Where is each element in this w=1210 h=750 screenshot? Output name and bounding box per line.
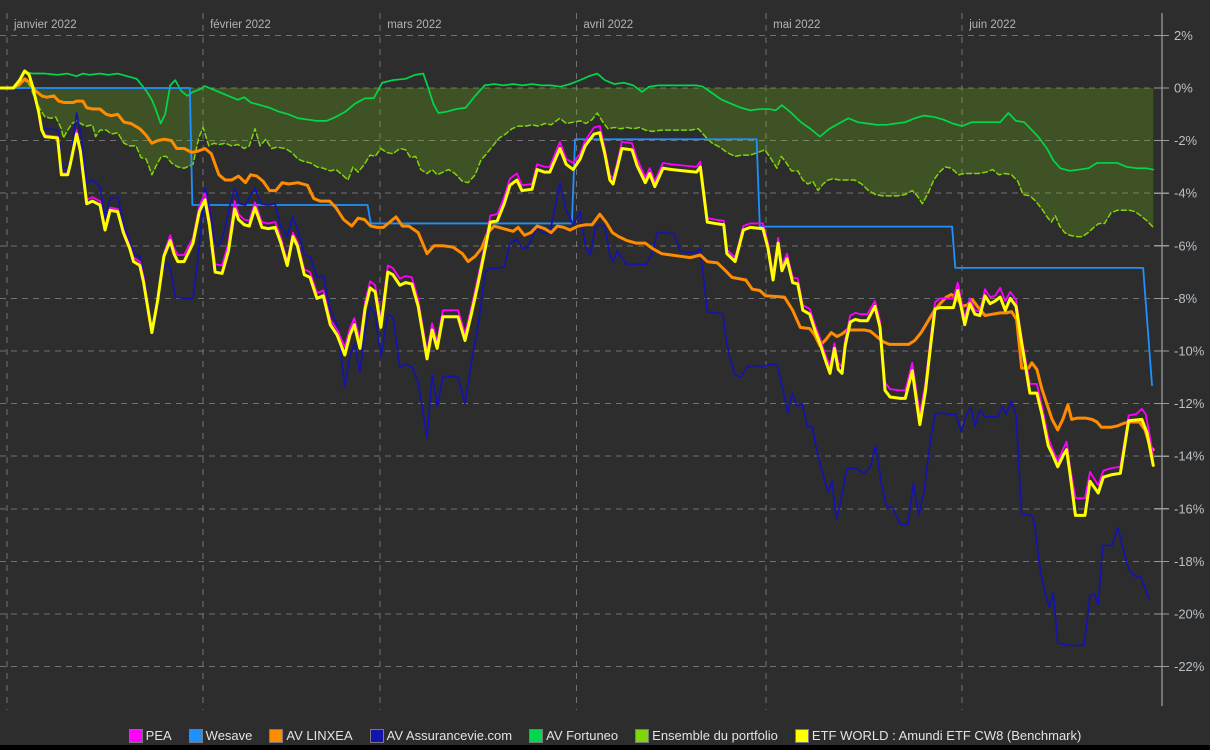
pea-swatch-icon (128, 728, 143, 743)
y-axis-label: -16% (1174, 501, 1205, 516)
bottom-bar (0, 745, 1210, 750)
av-assurancevie-swatch-icon (369, 728, 384, 743)
wesave-swatch-icon (188, 728, 203, 743)
av-linxea-swatch-icon (269, 728, 284, 743)
y-axis-label: -10% (1174, 344, 1205, 359)
series-line-av-linxea (0, 77, 1155, 452)
legend-label: Ensemble du portfolio (652, 728, 778, 743)
legend-item-etf-world-benchmark[interactable]: ETF WORLD : Amundi ETF CW8 (Benchmark) (794, 728, 1082, 743)
etf-world-swatch-icon (794, 728, 809, 743)
legend-item-av-fortuneo[interactable]: AV Fortuneo (529, 728, 618, 743)
x-axis-label: mars 2022 (387, 19, 441, 31)
x-axis-label: avril 2022 (583, 19, 633, 31)
x-axis-label: janvier 2022 (13, 19, 77, 31)
series-line-av-fortuneo (0, 70, 1155, 172)
av-fortuneo-swatch-icon (529, 728, 544, 743)
series-line-av-assurancevie-com (0, 71, 1150, 647)
y-axis-label: 2% (1174, 28, 1193, 43)
legend-label: ETF WORLD : Amundi ETF CW8 (Benchmark) (811, 728, 1082, 743)
ensemble-portfolio-area (0, 80, 1154, 237)
legend-item-ensemble-portfolio[interactable]: Ensemble du portfolio (635, 728, 778, 743)
y-axis-label: -20% (1174, 607, 1205, 622)
series-line-pea (0, 69, 1155, 500)
y-axis-label: -2% (1174, 133, 1198, 148)
performance-chart[interactable]: 2% 0% -2% -4% -6% -8% -10% -12% -14% -16% -18% -20%… (0, 0, 1210, 722)
y-axis-label: -8% (1174, 291, 1198, 306)
legend-item-av-assurancevie[interactable]: AV Assurancevie.com (369, 728, 513, 743)
legend-item-pea[interactable]: PEA (128, 728, 172, 743)
legend-label: AV LINXEA (286, 728, 353, 743)
legend-label: PEA (145, 728, 172, 743)
legend-label: AV Fortuneo (546, 728, 619, 743)
y-axis-label: 0% (1174, 81, 1193, 96)
series-line-wesave (0, 87, 1153, 387)
x-axis-label: février 2022 (210, 19, 271, 31)
legend-label: AV Assurancevie.com (386, 728, 513, 743)
y-axis-label: -6% (1174, 238, 1198, 253)
legend-label: Wesave (205, 728, 253, 743)
x-axis-label: mai 2022 (773, 19, 820, 31)
y-axis-label: -18% (1174, 554, 1205, 569)
series-line-etf-world-amundi-etf-cw8-benchmark (0, 69, 1155, 517)
ensemble-portfolio-swatch-icon (635, 728, 650, 743)
x-axis-label: juin 2022 (968, 19, 1016, 31)
y-axis-label: -12% (1174, 396, 1205, 411)
legend-item-av-linxea[interactable]: AV LINXEA (269, 728, 353, 743)
legend-item-wesave[interactable]: Wesave (188, 728, 253, 743)
y-axis-label: -14% (1174, 449, 1205, 464)
y-axis-label: -4% (1174, 186, 1198, 201)
chart-legend: PEA Wesave AV LINXEA AV Assurancevie.com… (0, 728, 1210, 743)
series-line-ensemble-du-portfolio (0, 79, 1155, 238)
y-axis-label: -22% (1174, 659, 1205, 674)
